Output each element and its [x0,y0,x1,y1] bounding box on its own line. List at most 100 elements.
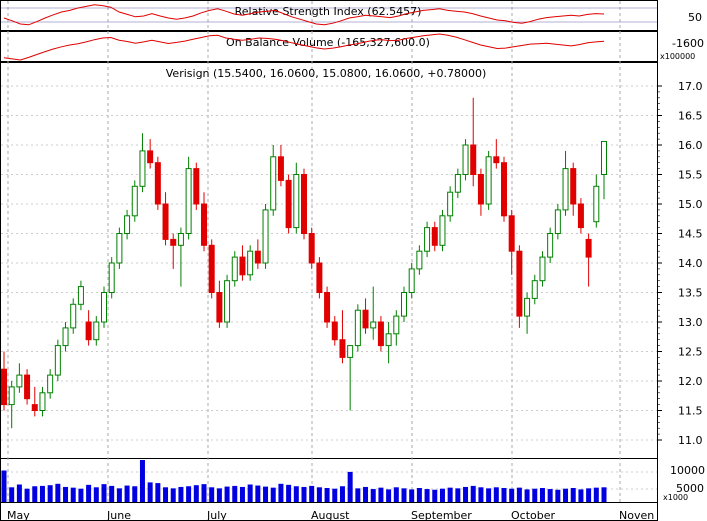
volume-bar [155,483,161,502]
volume-bar [524,489,530,502]
candle [239,245,246,281]
candle [601,140,607,200]
candle-body [31,404,38,412]
candle [408,263,415,299]
candle-body [393,315,400,335]
candle-body [293,174,300,229]
candle-body [54,345,61,376]
candle-body [354,309,361,347]
month-label: September [411,509,472,521]
candle-body [308,233,315,264]
candle [293,162,300,234]
candle-body [8,386,15,406]
candle [354,304,361,352]
volume-bar [70,487,76,502]
candle-body [177,233,184,246]
candle-body [201,203,207,246]
candle-body [154,162,161,205]
candle-body [493,156,500,164]
candle [554,204,561,240]
volume-bar [593,487,599,502]
candle [231,251,238,287]
month-label: Noven [619,509,654,521]
volume-bar [532,488,538,502]
obv-multiplier: x100000 [660,52,695,61]
volume-bar [232,485,238,502]
candle-body [470,144,477,175]
price-tick-label: 14.5 [678,228,703,241]
candle [270,145,277,216]
candle [24,369,31,405]
volume-bar [386,489,392,502]
volume-bar [455,488,461,502]
candle [562,150,569,216]
volume-bar [509,488,515,502]
volume-bar [209,487,215,502]
candle-body [316,262,323,293]
volume-bar [293,486,299,502]
volume-bar [101,484,107,502]
candle [454,168,461,199]
candle [154,156,161,210]
candle [393,310,400,346]
candle-body [185,168,192,235]
candle [370,286,377,340]
candle-body [70,303,77,329]
volume-bar [539,488,545,502]
volume-bar [9,487,15,502]
volume-bar [578,489,584,502]
month-label: July [206,509,227,521]
candle-body [593,185,600,223]
candle [501,156,507,222]
candle [570,162,577,216]
volume-bar [109,485,115,502]
candle-body [547,233,554,258]
volume-bar [255,485,261,502]
candle-body [424,227,431,252]
price-tick-label: 16.5 [678,110,703,123]
volume-bar [178,486,184,502]
candle [16,363,23,393]
candle [62,322,69,352]
volume-bar [224,486,230,502]
obv-tick: -1600 [672,37,704,50]
price-tick-label: 15.0 [678,198,703,211]
candle-body [85,321,92,341]
candle [416,245,423,275]
candle [516,245,523,328]
volume-bar [116,488,122,502]
candle-body [131,185,138,217]
candle-body [454,174,461,193]
volume-bar [347,471,353,502]
candle [201,192,207,252]
volume-bar [170,488,176,502]
candle [324,286,331,328]
candle [216,280,223,328]
candle-body [301,174,307,234]
price-tick-label: 11.5 [678,405,703,418]
candle [139,133,146,193]
volume-bar [186,486,192,502]
candle [401,286,407,322]
candle [31,386,38,417]
volume-bar [401,488,407,502]
month-label: October [511,509,555,521]
candle [462,139,469,181]
volume-bar [147,482,153,502]
volume-bar [124,485,130,502]
candle-body [1,368,7,406]
candle [185,156,192,240]
candle-body [93,321,100,341]
candle [377,316,384,352]
candle-body [531,280,538,299]
obv-line [3,33,605,61]
candle-body [416,250,423,270]
candle-body [216,292,223,323]
volume-bar [278,483,284,502]
volume-bar [332,488,338,502]
candle-body [562,168,569,211]
volume-bar [63,486,69,502]
candle [285,174,292,234]
candle-body [377,321,384,347]
volume-bar [316,487,322,502]
